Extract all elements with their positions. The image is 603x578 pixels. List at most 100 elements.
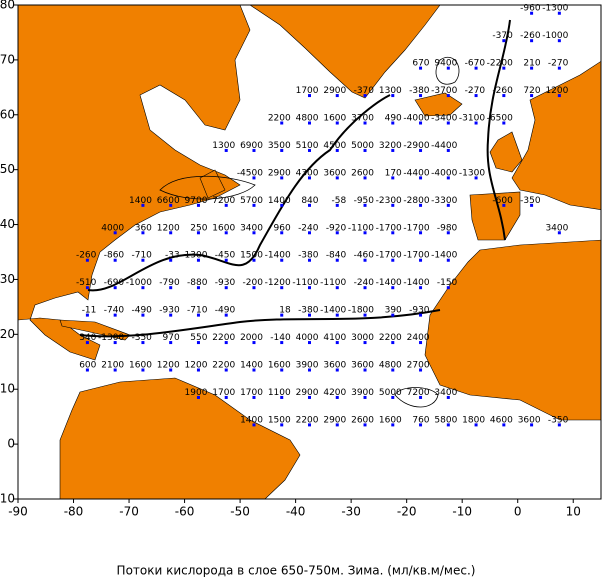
station-dot [85, 286, 89, 290]
station-dot [308, 341, 311, 345]
station-dot [169, 286, 173, 290]
station-dot [169, 203, 173, 207]
station-dot [419, 148, 423, 152]
station-dot [530, 423, 534, 427]
value-label: -270 [465, 86, 486, 96]
station-dot [252, 423, 256, 427]
value-label: 960 [274, 223, 291, 233]
station-dot [280, 423, 284, 427]
x-tick-label: -10 [452, 505, 472, 519]
station-dot [85, 313, 89, 317]
station-dot [280, 121, 284, 125]
value-label: -350 [548, 415, 569, 425]
station-dot [419, 423, 423, 427]
value-label: -840 [326, 251, 347, 261]
station-dot [280, 258, 284, 262]
station-dot [530, 203, 534, 207]
station-dot [419, 203, 423, 207]
value-label: 1600 [323, 114, 346, 124]
value-label: 1600 [379, 415, 402, 425]
value-label: -4000 [431, 168, 457, 178]
value-label: 1800 [462, 415, 485, 425]
plot-frame [17, 4, 602, 500]
station-dot [446, 395, 450, 399]
station-dot [363, 94, 367, 98]
station-dot [363, 258, 367, 262]
value-label: 2200 [296, 415, 319, 425]
station-dot [252, 176, 256, 180]
newfoundland [199, 169, 226, 199]
value-label: -370 [354, 86, 375, 96]
station-dot [252, 203, 256, 207]
contour [394, 387, 439, 408]
station-dot [391, 231, 395, 235]
value-label: 3900 [296, 361, 319, 371]
value-label: 4300 [296, 168, 319, 178]
value-label: 2000 [240, 333, 263, 343]
value-label: 9400 [434, 59, 457, 69]
station-dot [308, 395, 311, 399]
station-dot [419, 368, 423, 372]
contour [435, 57, 460, 85]
value-label: -490 [131, 306, 152, 316]
station-dot [474, 66, 478, 70]
value-label: 2900 [296, 388, 319, 398]
value-label: -240 [298, 223, 319, 233]
value-label: 2900 [323, 86, 346, 96]
value-label: -460 [354, 251, 375, 261]
station-dot [474, 121, 478, 125]
value-label: 2900 [268, 168, 291, 178]
value-label: 360 [135, 223, 152, 233]
value-label: -270 [548, 59, 569, 69]
europe [511, 60, 601, 211]
station-dot [502, 66, 506, 70]
value-label: 170 [385, 168, 402, 178]
value-label: -260 [520, 31, 541, 41]
station-dot [363, 203, 367, 207]
station-dot [557, 66, 561, 70]
value-label: 9700 [185, 196, 208, 206]
y-tick-label: 30 [0, 272, 15, 286]
value-label: 600 [79, 361, 96, 371]
land [18, 5, 601, 499]
value-label: 340 [79, 333, 96, 343]
station-dot [502, 121, 506, 125]
value-label: 4000 [101, 223, 124, 233]
x-tick-label: -30 [341, 505, 361, 519]
value-label: 250 [190, 223, 207, 233]
station-dot [502, 39, 506, 43]
value-label: 550 [190, 333, 207, 343]
station-dot [141, 341, 145, 345]
value-label: 1700 [212, 388, 235, 398]
station-dot [141, 286, 145, 290]
station-dot [474, 423, 478, 427]
station-dot [363, 423, 367, 427]
value-label: -2300 [376, 196, 402, 206]
station-dot [391, 121, 395, 125]
station-dot [113, 231, 117, 235]
station-dot [530, 94, 534, 98]
station-dot [502, 94, 506, 98]
station-dot [391, 94, 395, 98]
station-dot [363, 341, 367, 345]
station-dot [419, 231, 423, 235]
station-dot [391, 341, 395, 345]
station-dot [474, 176, 478, 180]
station-dot [391, 313, 395, 317]
value-label: -490 [215, 306, 236, 316]
station-dot [335, 121, 339, 125]
station-dot [391, 203, 395, 207]
value-label: 5800 [434, 415, 457, 425]
value-label: -1400 [431, 251, 457, 261]
station-dot [391, 258, 395, 262]
station-dot [85, 341, 89, 345]
x-tick-label: -90 [8, 505, 28, 519]
value-label: -1400 [376, 278, 402, 288]
station-dot [280, 341, 284, 345]
y-tick-label: 0 [7, 437, 15, 451]
station-dot [224, 313, 228, 317]
station-dot [224, 341, 228, 345]
value-label: -1700 [403, 223, 429, 233]
value-label: 4800 [296, 114, 319, 124]
